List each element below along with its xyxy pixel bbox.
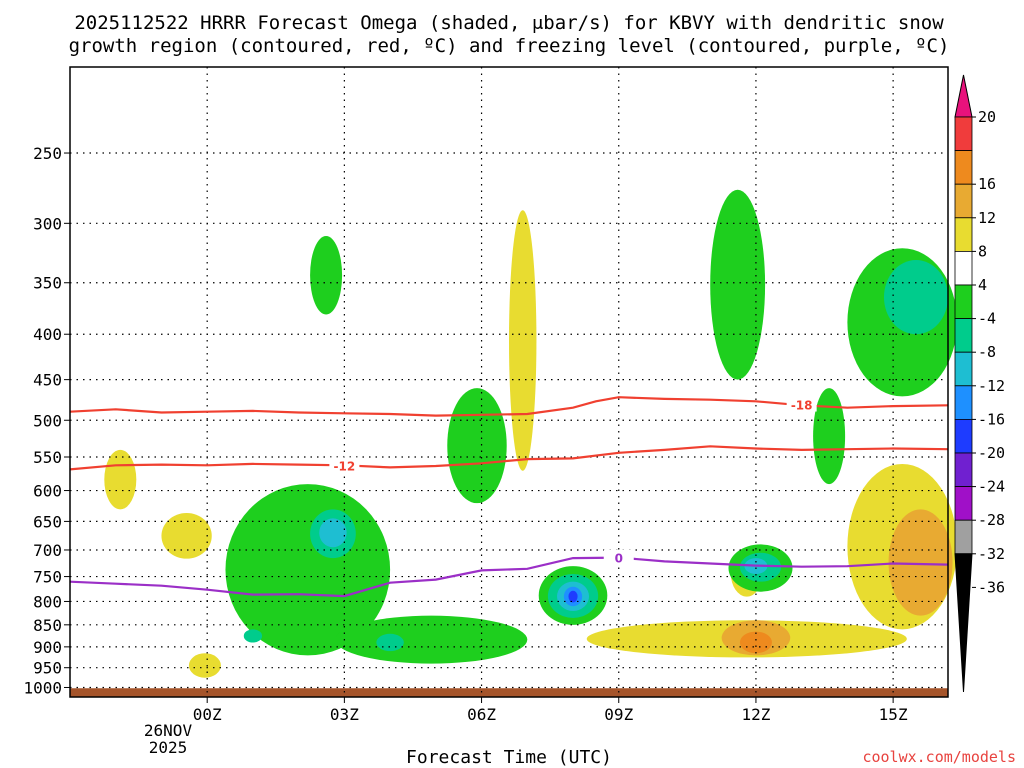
- dgz-minus-12-line: [69, 445, 949, 471]
- colorbar-bin: [954, 150, 973, 185]
- colorbar-bin: [954, 486, 973, 521]
- omega-pos4-d: [509, 210, 537, 471]
- colorbar-label: 16: [978, 175, 996, 193]
- freezing-level-0-label-bg: [603, 549, 634, 565]
- dgz-minus-12-label-bg: [329, 457, 360, 473]
- x-tick-label: 09Z: [604, 705, 633, 724]
- x-axis-label: Forecast Time (UTC): [406, 747, 612, 768]
- y-tick-label: 400: [33, 325, 62, 344]
- y-tick-label: 500: [33, 411, 62, 430]
- chart-title-line1: 2025112522 HRRR Forecast Omega (shaded, …: [74, 12, 944, 34]
- dgz-minus-18-label-bg: [786, 396, 817, 412]
- freezing-level-0-line: [69, 556, 949, 598]
- omega-neg8-b: [243, 629, 263, 643]
- omega-neg4-c: [447, 388, 507, 504]
- colorbar-over-arrow: [954, 74, 973, 118]
- omega-pos8-b: [888, 509, 953, 616]
- colorbar-label: -8: [978, 343, 996, 361]
- y-tick-label: 750: [33, 568, 62, 587]
- omega-neg8-c: [376, 633, 404, 652]
- colorbar-label: -12: [978, 377, 1005, 395]
- colorbar-label: -32: [978, 545, 1005, 563]
- omega-neg4-f: [710, 189, 766, 380]
- colorbar-label: 20: [978, 108, 996, 126]
- y-tick-label: 1000: [23, 678, 62, 697]
- colorbar-label: -4: [978, 310, 996, 328]
- colorbar-label: -28: [978, 511, 1005, 529]
- y-tick-label: 550: [33, 448, 62, 467]
- y-tick-label: 950: [33, 659, 62, 678]
- y-tick-label: 450: [33, 371, 62, 390]
- gridlines: [70, 67, 948, 697]
- y-tick-label: 800: [33, 592, 62, 611]
- x-tick-label: 15Z: [879, 705, 908, 724]
- x-tick-label: 03Z: [330, 705, 359, 724]
- colorbar-bin: [954, 217, 973, 252]
- colorbar-bin: [954, 519, 973, 555]
- colorbar-bin: [954, 385, 973, 420]
- colorbar-bin: [954, 116, 973, 151]
- omega-pos12-a: [739, 631, 772, 654]
- surface-band: [70, 688, 948, 697]
- plot-frame: [69, 66, 949, 698]
- omega-neg4-b: [310, 235, 343, 315]
- omega-shading: [70, 189, 958, 697]
- y-tick-label: 250: [33, 144, 62, 163]
- omega-pos4-b: [161, 513, 212, 559]
- colorbar-label: 4: [978, 276, 987, 294]
- omega-neg12-a: [319, 518, 347, 548]
- x-date-line2: 2025: [149, 738, 188, 757]
- colorbar-bin: [954, 418, 973, 454]
- colorbar-bin: [954, 318, 973, 353]
- colorbar-label: 12: [978, 209, 996, 227]
- credit-link[interactable]: coolwx.com/models: [862, 748, 1016, 766]
- axes: 250 300 350 400 450 500 550 600 650 700 750 800 850 9…: [23, 66, 949, 724]
- omega-neg8-f: [883, 260, 948, 335]
- colorbar-bin: [954, 351, 973, 387]
- x-tick-label: 00Z: [193, 705, 222, 724]
- colorbar-label: 8: [978, 242, 987, 260]
- y-tick-label: 850: [33, 616, 62, 635]
- temperature-contours: -18 -12 0: [69, 396, 949, 598]
- omega-neg4-i: [813, 388, 846, 485]
- colorbar-label: -20: [978, 444, 1005, 462]
- colorbar-label: -24: [978, 478, 1005, 496]
- y-tick-label: 300: [33, 214, 62, 233]
- x-tick-label: 06Z: [467, 705, 496, 724]
- colorbar-bin: [954, 183, 973, 219]
- y-tick-label: 700: [33, 541, 62, 560]
- colorbar-bin: [954, 284, 973, 319]
- omega-neg4-d: [335, 615, 528, 664]
- x-date-line1: 26NOV: [144, 721, 193, 740]
- chart-title-line2: growth region (contoured, red, ºC) and f…: [69, 35, 950, 57]
- x-tick-label: 12Z: [741, 705, 770, 724]
- colorbar-bin: [954, 250, 973, 286]
- omega-pos4-c: [188, 653, 221, 678]
- colorbar-bin: [954, 452, 973, 487]
- dgz-minus-18-line: [69, 396, 949, 417]
- freezing-level-0-label: 0: [615, 552, 623, 566]
- dgz-minus-18-label: -18: [791, 399, 813, 413]
- colorbar: 20 16 12 8 4 -4 -8 -12 -16 -20 -24 -28 -32 -36: [954, 74, 1005, 693]
- dgz-minus-12-label: -12: [334, 459, 356, 473]
- y-tick-label: 600: [33, 482, 62, 501]
- y-tick-label: 900: [33, 638, 62, 657]
- omega-pos4-a: [104, 449, 137, 510]
- colorbar-under-arrow: [954, 553, 973, 693]
- omega-neg20-a: [568, 590, 578, 603]
- colorbar-label: -36: [978, 578, 1005, 596]
- y-tick-label: 650: [33, 512, 62, 531]
- y-tick-label: 350: [33, 274, 62, 293]
- colorbar-label: -16: [978, 410, 1005, 428]
